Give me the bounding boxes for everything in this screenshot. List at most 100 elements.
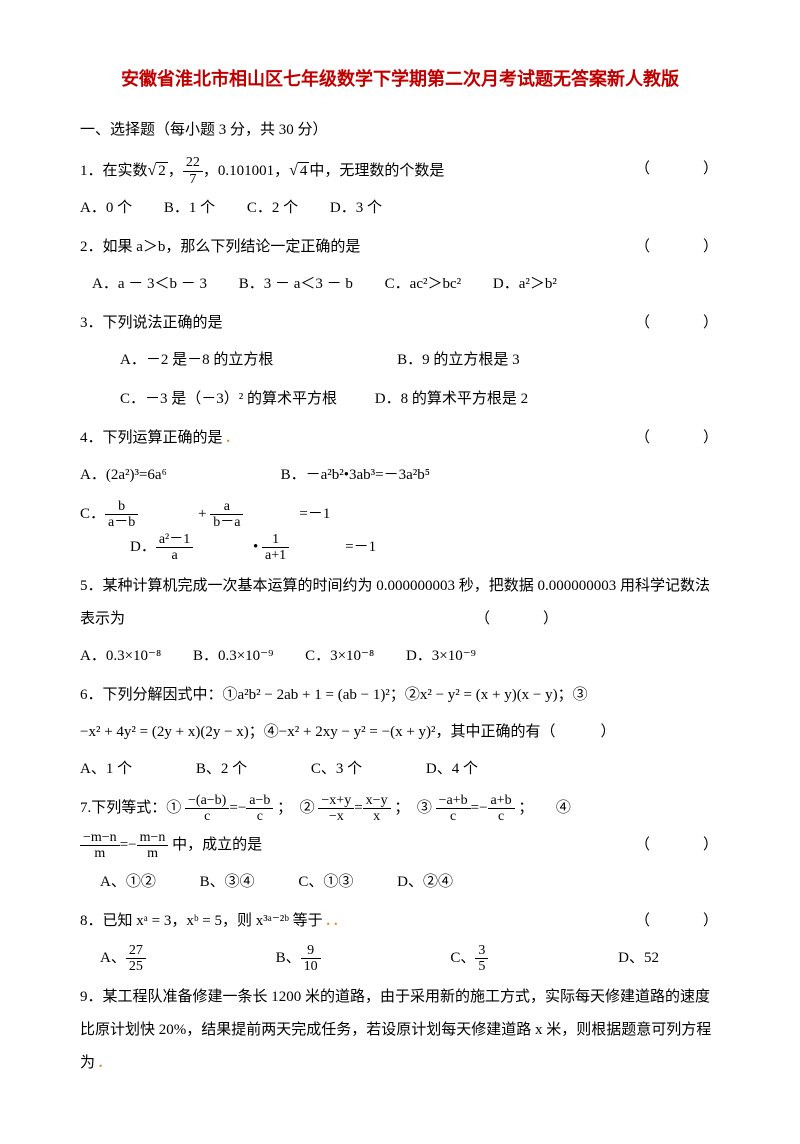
eq-tail: =－1	[345, 531, 376, 564]
q4-options-row2: C．ba－b + ab－a=－1 D．a²－1a • 1a+1=－1	[80, 498, 720, 564]
formula-4: −x² + 2xy − y² = −(x + y)²	[279, 724, 436, 740]
q3-options-row1: A．－2 是－8 的立方根 B．9 的立方根是 3	[80, 344, 720, 377]
frac-den: 10	[301, 959, 321, 974]
frac-den: a	[156, 548, 193, 563]
eq: =−	[120, 837, 137, 853]
question-7: 7.下列等式：① −(a−b)c=−a−bc ； ② −x+y−x=x−yx ；…	[80, 792, 720, 825]
xa: xᵃ = 3	[136, 913, 171, 929]
opt-b: B．－a²b²•3ab³=－3a²b⁵	[281, 459, 430, 492]
frac-den: c	[436, 809, 471, 824]
answer-paren: （ ）	[635, 231, 720, 264]
opt-d: D、52	[618, 942, 659, 975]
frac-22-7: 227	[183, 155, 203, 187]
frac-num: m−n	[137, 830, 169, 846]
opt-d: D、4 个	[426, 753, 478, 786]
sqrt-val: 4	[298, 162, 310, 179]
opt-b: B．0.3×10⁻⁹	[193, 640, 273, 673]
q6-tail: ，其中正确的有（ ）	[436, 724, 616, 740]
q8-a: 8．已知	[80, 913, 136, 929]
opt-c: C、35	[450, 942, 544, 975]
sep: ； ②	[277, 800, 315, 816]
comma: ，	[171, 913, 186, 929]
frac-num: x−y	[363, 793, 391, 809]
opt-d: D．3 个	[330, 192, 382, 225]
opt-b: B、2 个	[196, 753, 247, 786]
frac-num: a	[210, 499, 243, 515]
opt-d: D．8 的算术平方根是 2	[375, 383, 528, 416]
opt-a: A、2725	[100, 942, 202, 975]
formula-2: x² − y² = (x + y)(x − y)	[420, 687, 558, 703]
question-7-line2: −m−nm=−m−nm 中，成立的是 （ ）	[80, 829, 720, 862]
frac-num: 22	[183, 155, 203, 171]
question-4: 4．下列运算正确的是 . （ ）	[80, 422, 720, 455]
question-6-line2: −x² + 4y² = (2y + x)(2y − x)；④−x² + 2xy …	[80, 716, 720, 749]
frac-num: a²－1	[156, 532, 193, 548]
sep: ； ③	[394, 800, 432, 816]
sep: ； ④	[518, 800, 571, 816]
answer-paren: （ ）	[475, 603, 560, 636]
opt-a: A、1 个	[80, 753, 132, 786]
frac-den: 7	[183, 172, 203, 187]
opt-c: C．ac²＞bc²	[385, 268, 461, 301]
q8-b: ，则	[222, 913, 256, 929]
dot-icon: .	[99, 1055, 103, 1071]
q3-stem: 3．下列说法正确的是	[80, 315, 223, 331]
eq-tail: =－1	[299, 498, 330, 531]
frac-den: a+1	[262, 548, 289, 563]
q7-tail: 中，成立的是	[172, 837, 262, 853]
q1-options: A．0 个 B．1 个 C．2 个 D．3 个	[80, 192, 720, 225]
formula-3: −x² + 4y² = (2y + x)(2y − x)	[80, 724, 249, 740]
answer-paren: （ ）	[635, 905, 720, 938]
opt-a: A．(2a²)³=6a⁶	[80, 459, 167, 492]
question-2: 2．如果 a＞b，那么下列结论一定正确的是 （ ）	[80, 231, 720, 264]
dot-icon: .	[326, 913, 330, 929]
opt-c: C、①③	[298, 866, 353, 899]
eq: =	[354, 800, 362, 816]
frac-num: −(a−b)	[185, 793, 229, 809]
frac-num: −x+y	[318, 793, 354, 809]
opt-c: C．2 个	[247, 192, 298, 225]
q7-pre: 7.下列等式：①	[80, 800, 181, 816]
q3-options-row2: C．－3 是（－3）² 的算术平方根 D．8 的算术平方根是 2	[80, 383, 720, 416]
question-8: 8．已知 xᵃ = 3，xᵇ = 5，则 x³ᵃ⁻²ᵇ 等于 . （ ） .	[80, 905, 720, 938]
formula-1: a²b² − 2ab + 1 = (ab − 1)²	[238, 687, 390, 703]
frac-num: 9	[301, 943, 321, 959]
frac-den: 5	[475, 959, 488, 974]
opt-a: A．0.3×10⁻⁸	[80, 640, 161, 673]
q4-stem: 4．下列运算正确的是	[80, 430, 223, 446]
question-5: 5．某种计算机完成一次基本运算的时间约为 0.000000003 秒，把数据 0…	[80, 570, 720, 636]
q5-stem: 5．某种计算机完成一次基本运算的时间约为 0.000000003 秒，把数据 0…	[80, 578, 710, 627]
question-9: 9．某工程队准备修建一条长 1200 米的道路，由于采用新的施工方式，实际每天修…	[80, 981, 720, 1080]
frac-den: x	[363, 809, 391, 824]
frac-den: c	[185, 809, 229, 824]
q6-m2: ；②	[390, 687, 420, 703]
page-title: 安徽省淮北市相山区七年级数学下学期第二次月考试题无答案新人教版	[80, 60, 720, 100]
q7-options: A、①② B、③④ C、①③ D、②④	[80, 866, 720, 899]
frac-den: c	[488, 809, 515, 824]
q4-options-row1: A．(2a²)³=6a⁶ B．－a²b²•3ab³=－3a²b⁵	[80, 459, 720, 492]
q6-pre: 6．下列分解因式中：①	[80, 687, 238, 703]
q9-stem: 9．某工程队准备修建一条长 1200 米的道路，由于采用新的施工方式，实际每天修…	[80, 989, 711, 1071]
frac-num: 1	[262, 532, 289, 548]
opt-b: B、910	[276, 942, 377, 975]
frac-num: −m−n	[80, 830, 120, 846]
eq: =−	[471, 800, 488, 816]
answer-paren: （ ）	[635, 829, 720, 862]
q1-stem-b: ，0.101001，	[203, 163, 289, 179]
q2-stem: 2．如果 a＞b，那么下列结论一定正确的是	[80, 239, 360, 255]
q1-stem-c: 中，无理数的个数是	[309, 163, 444, 179]
q6-m3: ；③	[558, 687, 588, 703]
frac-den: 25	[126, 959, 146, 974]
exp: x³ᵃ⁻²ᵇ	[256, 913, 289, 929]
frac-den: b－a	[210, 515, 243, 530]
opt-b: B．1 个	[164, 192, 215, 225]
frac-den: c	[246, 809, 273, 824]
frac-num: a+b	[488, 793, 515, 809]
question-1: 1．在实数√2，227，0.101001，√4中，无理数的个数是 （ ）	[80, 153, 720, 188]
dot-icon: .	[226, 430, 230, 446]
section-heading: 一、选择题（每小题 3 分，共 30 分）	[80, 114, 720, 147]
frac-num: 27	[126, 943, 146, 959]
opt-d: D、②④	[397, 866, 453, 899]
q2-options: A．a － 3＜b － 3 B．3 － a＜3 － b C．ac²＞bc² D．…	[80, 268, 720, 301]
opt-a: A．a － 3＜b － 3	[92, 268, 207, 301]
